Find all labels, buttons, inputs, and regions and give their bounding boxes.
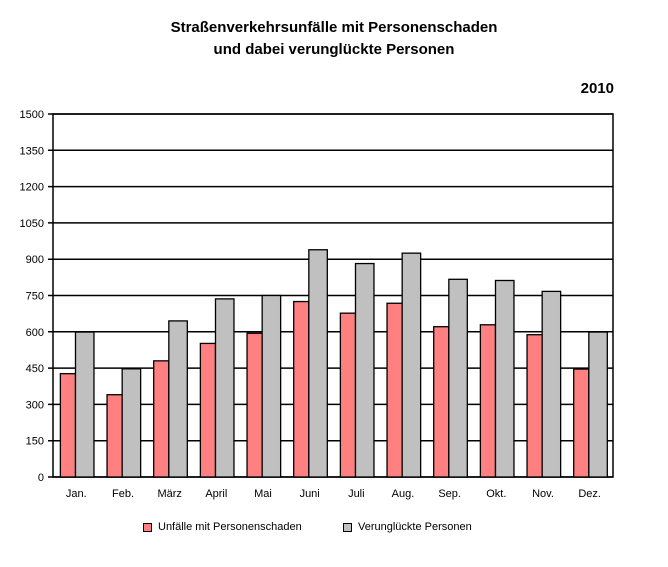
legend-label: Verunglückte Personen <box>358 521 472 533</box>
x-tick-label: Dez. <box>578 488 601 500</box>
legend-swatch <box>143 522 152 532</box>
bar-verunglueckte <box>261 294 282 478</box>
bar-verunglueckte <box>121 368 142 478</box>
y-tick-label: 450 <box>26 363 44 375</box>
x-tick-label: Jan. <box>66 488 87 500</box>
bar-unfaelle <box>59 373 77 478</box>
bar-unfaelle <box>339 312 357 478</box>
x-tick-label: Sep. <box>438 488 461 500</box>
y-tick-label: 300 <box>26 399 44 411</box>
y-tick-label: 750 <box>26 291 44 303</box>
y-tick-label: 900 <box>26 254 44 266</box>
y-tick-label: 1500 <box>20 109 44 121</box>
bar-verunglueckte <box>308 249 328 478</box>
bar-verunglueckte <box>588 331 608 478</box>
bar-unfaelle <box>246 332 263 478</box>
y-tick-label: 150 <box>26 436 44 448</box>
x-tick-label: Juni <box>300 488 320 500</box>
chart-title-line-1: Straßenverkehrsunfälle mit Personenschad… <box>170 19 498 36</box>
bar-verunglueckte <box>214 298 235 478</box>
bar-unfaelle <box>293 300 310 478</box>
chart-title-line-2: und dabei verunglückte Personen <box>213 41 455 58</box>
bar-verunglueckte <box>74 331 95 478</box>
bar-unfaelle <box>526 334 543 478</box>
legend-item-0: Unfälle mit Personenschaden <box>143 521 302 533</box>
y-tick-label: 0 <box>38 472 44 484</box>
bar-verunglueckte <box>494 279 515 478</box>
x-tick-label: März <box>157 488 181 500</box>
bar-unfaelle <box>153 360 170 478</box>
plot-border <box>52 113 614 478</box>
bar-unfaelle <box>479 324 497 478</box>
bar-unfaelle <box>433 326 450 478</box>
y-tick-label: 1350 <box>20 145 44 157</box>
bar-verunglueckte <box>448 278 468 478</box>
legend-label: Unfälle mit Personenschaden <box>158 521 302 533</box>
y-tick-label: 600 <box>26 327 44 339</box>
bar-verunglueckte <box>541 290 562 478</box>
x-tick-label: Aug. <box>392 488 415 500</box>
x-tick-label: Juli <box>348 488 365 500</box>
y-tick-label: 1200 <box>20 182 44 194</box>
bar-unfaelle <box>573 368 590 478</box>
x-tick-label: Feb. <box>112 488 134 500</box>
chart-year: 2010 <box>580 80 614 97</box>
legend-item-1: Verunglückte Personen <box>343 521 472 533</box>
bar-verunglueckte <box>168 320 188 478</box>
x-tick-label: April <box>205 488 227 500</box>
bar-unfaelle <box>106 394 123 478</box>
bar-unfaelle <box>386 302 403 478</box>
y-tick-label: 1050 <box>20 218 44 230</box>
x-tick-label: Nov. <box>532 488 554 500</box>
x-tick-label: Okt. <box>486 488 506 500</box>
bar-verunglueckte <box>354 262 375 478</box>
x-tick-label: Mai <box>254 488 272 500</box>
bar-verunglueckte <box>401 252 422 478</box>
legend-swatch <box>343 522 352 532</box>
bar-unfaelle <box>199 342 217 478</box>
